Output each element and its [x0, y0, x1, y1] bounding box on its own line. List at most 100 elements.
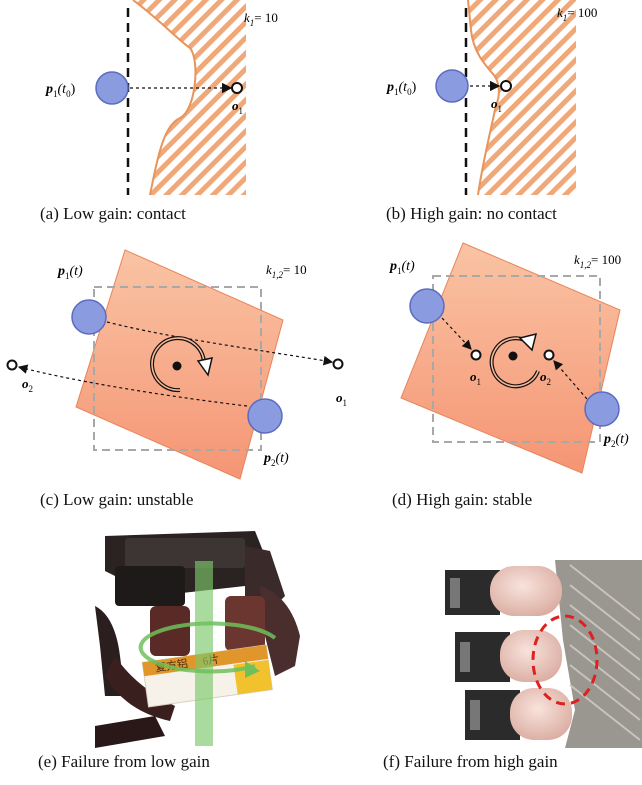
p1-sub-c: 1	[65, 271, 70, 281]
svg-text:o2: o2	[22, 376, 33, 394]
p1-arg-d: (t)	[402, 259, 416, 274]
gain-sub-b: 1	[563, 13, 568, 23]
object-center-d	[508, 351, 518, 361]
p1-symbol-b: p	[386, 80, 394, 95]
p1-close-a: )	[71, 82, 76, 97]
hatched-surface-b	[468, 0, 576, 195]
svg-text:o1: o1	[336, 390, 347, 408]
caption-b: (b) High gain: no contact	[386, 204, 557, 223]
gain-sub-a: 1	[250, 18, 255, 28]
target-o1-c	[332, 358, 344, 370]
svg-text:o2: o2	[540, 369, 551, 387]
panel-c: k1,2= 10 p1(t) p2(t) o1 o2 (c) Low gain:…	[0, 240, 360, 509]
fingertip-bottom	[510, 688, 572, 740]
bbox-c	[93, 286, 262, 451]
fingertip-b	[435, 69, 469, 103]
target-o2-d	[543, 349, 555, 361]
p1-symbol-a: p	[45, 82, 53, 97]
p2-symbol-d: p	[603, 432, 611, 447]
svg-text:o1: o1	[232, 98, 243, 116]
gain-sub-d: 1,2	[580, 260, 592, 270]
motion-arrow-p2-c	[17, 364, 248, 407]
hatched-surface-a	[133, 0, 246, 195]
o1-sub-b: 1	[498, 104, 503, 114]
svg-text:o1: o1	[491, 96, 502, 114]
object-center-c	[172, 361, 182, 371]
svg-text:p1(t): p1(t)	[389, 259, 415, 276]
motion-arrow-p1-c	[106, 321, 334, 366]
gain-symbol-b: k	[557, 5, 563, 20]
gain-value-c: = 10	[283, 262, 307, 277]
fingertip-p2-d	[584, 391, 620, 427]
caption-c: (c) Low gain: unstable	[40, 490, 194, 509]
o2-sub-c: 2	[29, 384, 34, 394]
fingertip-p1-d	[409, 288, 445, 324]
gain-sub-c: 1,2	[272, 270, 284, 280]
panel-e-photo: 复方铝 6片	[95, 526, 310, 748]
panel-c-diagram: k1,2= 10 p1(t) p2(t) o1 o2	[6, 249, 347, 480]
svg-text:p2(t): p2(t)	[263, 451, 289, 468]
o1-sub-d: 1	[477, 377, 482, 387]
target-o2-c	[6, 359, 18, 371]
gain-symbol-d: k	[574, 252, 580, 267]
caption-e: (e) Failure from low gain	[38, 752, 210, 771]
gain-value-b: = 100	[567, 5, 597, 20]
p1-arg-a: (t	[58, 82, 68, 97]
p2-arg-d: (t)	[616, 432, 630, 447]
svg-text:k1= 10: k1= 10	[244, 10, 278, 28]
panel-b-diagram: k1= 100 p1(t0) o1	[386, 0, 597, 196]
fingertip-top	[490, 566, 562, 616]
svg-text:p1(t0): p1(t0)	[45, 82, 76, 99]
o1-symbol-d: o	[470, 369, 477, 384]
panel-d-diagram: k1,2= 100 p1(t) p2(t) o1 o2	[389, 242, 629, 474]
rotation-icon-c	[150, 336, 214, 393]
o1-symbol-b: o	[491, 96, 498, 111]
p1-argsub-b: 0	[407, 87, 412, 97]
p2-sub-d: 2	[611, 439, 616, 449]
o2-sub-d: 2	[547, 377, 552, 387]
p1-arg-c: (t)	[70, 264, 84, 279]
p1-argsub-a: 0	[66, 89, 71, 99]
panel-f-photo	[445, 560, 642, 748]
collision-highlight	[531, 614, 599, 706]
p1-close-b: )	[412, 80, 417, 95]
o1-symbol-c: o	[336, 390, 343, 405]
panel-d: k1,2= 100 p1(t) p2(t) o1 o2 (d) High gai…	[370, 240, 642, 509]
p2-sub-c: 2	[271, 458, 276, 468]
svg-text:k1,2= 100: k1,2= 100	[574, 252, 621, 270]
p1-symbol-c: p	[57, 264, 65, 279]
p1-arg-b: (t	[399, 80, 409, 95]
gain-symbol-c: k	[266, 262, 272, 277]
panel-b: k1= 100 p1(t0) o1 (b) High gain: no cont…	[321, 0, 642, 223]
surface-boundary-a	[132, 0, 197, 196]
gain-value-d: = 100	[591, 252, 621, 267]
gain-symbol-a: k	[244, 10, 250, 25]
target-o1-a	[231, 82, 243, 94]
svg-text:o1: o1	[470, 369, 481, 387]
motion-arrow-p2-d	[553, 360, 588, 400]
fingertip-middle	[500, 630, 562, 682]
o1-symbol-a: o	[232, 98, 239, 113]
rotation-icon-d	[489, 332, 540, 389]
p1-symbol-d: p	[389, 259, 397, 274]
p2-arg-c: (t)	[276, 451, 290, 466]
panel-a: k1= 10 p1(t0) o1 (a) Low gain: contact	[0, 0, 321, 223]
svg-text:p1(t): p1(t)	[57, 264, 83, 281]
bbox-d	[432, 275, 601, 443]
fingertip-p2-c	[247, 398, 283, 434]
caption-a: (a) Low gain: contact	[40, 204, 186, 223]
target-o1-d	[470, 349, 482, 361]
p1-sub-b: 1	[394, 87, 399, 97]
panel-a-diagram: k1= 10 p1(t0) o1	[45, 0, 278, 196]
p1-sub-a: 1	[53, 89, 58, 99]
rotation-ellipse	[138, 621, 277, 674]
gain-value-a: = 10	[254, 10, 278, 25]
fingertip-a	[95, 71, 129, 105]
motion-arrow-p1-d	[441, 317, 472, 350]
svg-text:p2(t): p2(t)	[603, 432, 629, 449]
robot-hand-high-gain-image	[445, 560, 642, 748]
svg-text:k1,2= 10: k1,2= 10	[266, 262, 307, 280]
p2-symbol-c: p	[263, 451, 271, 466]
o1-sub-c: 1	[343, 398, 348, 408]
svg-text:k1= 100: k1= 100	[557, 5, 597, 23]
